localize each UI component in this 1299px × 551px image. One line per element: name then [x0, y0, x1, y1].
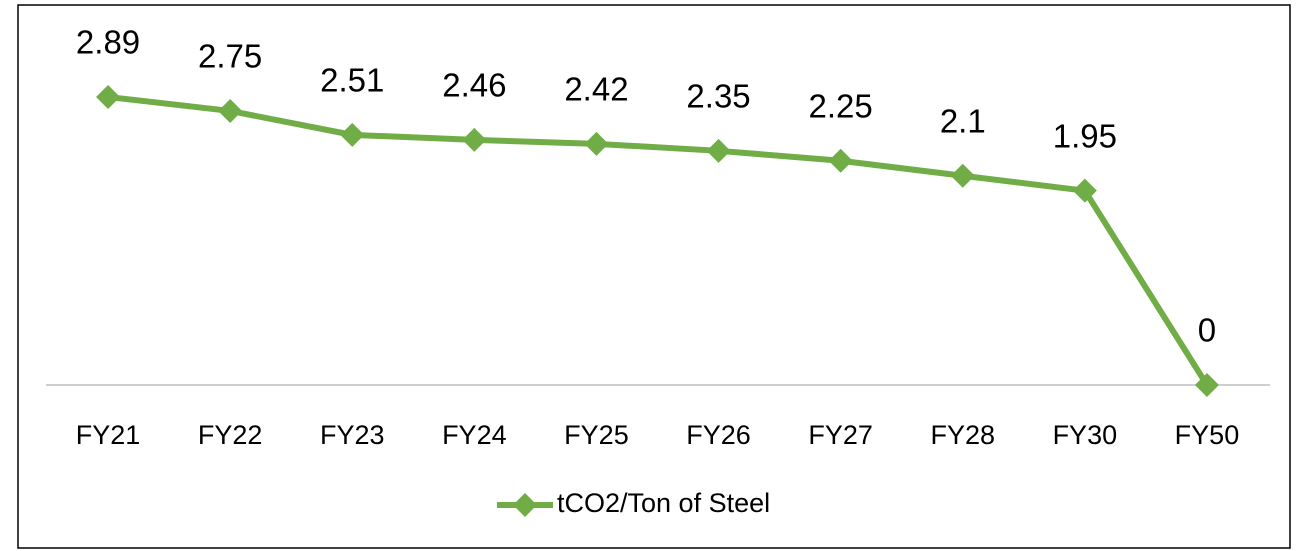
data-label: 0 [1198, 312, 1216, 349]
x-tick-label: FY26 [686, 420, 751, 450]
x-tick-label: FY27 [808, 420, 873, 450]
data-label: 2.42 [564, 71, 628, 108]
marker [218, 98, 243, 123]
x-tick-label: FY21 [76, 420, 141, 450]
x-tick-label: FY28 [930, 420, 995, 450]
data-label: 2.35 [686, 78, 750, 115]
marker [96, 85, 121, 109]
data-label: 2.89 [76, 24, 140, 61]
legend-label: tCO2/Ton of Steel [557, 488, 770, 518]
marker [828, 148, 853, 173]
data-label: 2.75 [198, 38, 262, 75]
legend-marker [513, 493, 537, 517]
data-label: 2.51 [320, 62, 384, 99]
x-tick-label: FY23 [320, 420, 385, 450]
data-label: 1.95 [1053, 117, 1117, 154]
chart-frame [17, 4, 1291, 549]
data-label: 2.1 [940, 102, 986, 139]
series-line [107, 94, 1210, 387]
x-tick-label: FY25 [564, 420, 629, 450]
marker [584, 131, 609, 156]
x-tick-label: FY30 [1053, 420, 1118, 450]
x-tick-label: FY24 [442, 420, 507, 450]
marker [340, 122, 365, 147]
marker [1072, 178, 1097, 203]
x-tick-label: FY50 [1175, 420, 1240, 450]
x-tick-label: FY22 [198, 420, 263, 450]
marker [1194, 373, 1219, 397]
marker [706, 138, 731, 163]
marker [462, 127, 487, 152]
marker [950, 163, 975, 188]
data-label: 2.25 [809, 87, 873, 124]
data-label: 2.46 [442, 67, 506, 104]
